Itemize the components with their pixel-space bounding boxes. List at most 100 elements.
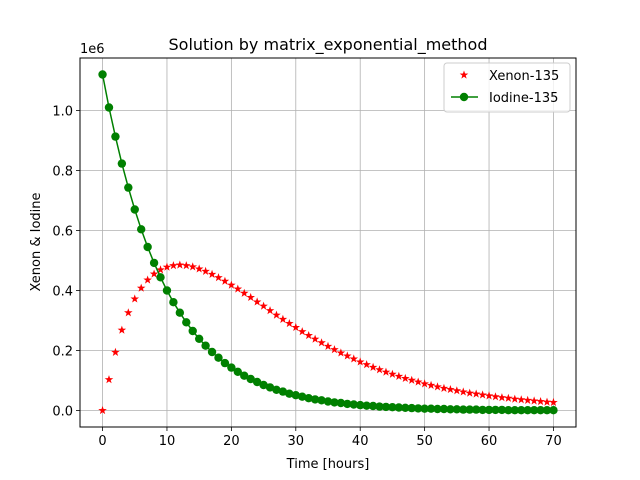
data-point [471,405,481,414]
data-point [207,269,217,278]
y-tick-label: 0.8 [52,165,73,180]
data-point [465,388,474,397]
data-point [504,406,513,415]
data-point [368,401,378,411]
data-point [388,403,397,412]
data-point [491,392,500,401]
data-point [259,301,268,310]
data-point [169,261,178,270]
data-point [323,397,333,406]
data-point [272,310,281,319]
data-point [330,345,339,354]
y-tick-label: 0.2 [52,345,73,360]
data-point [497,393,507,402]
data-point [323,341,333,350]
data-point [497,405,507,415]
data-point [201,341,210,350]
data-point [407,375,417,384]
plot-frame [79,57,577,428]
data-point [420,404,429,413]
data-point [542,397,552,406]
legend-label-xenon-135: Xenon-135 [489,69,559,84]
series-xenon-135 [98,260,558,415]
data-point [317,338,326,347]
data-point [355,357,365,366]
data-point [356,400,365,410]
data-point [291,391,300,400]
data-point [130,205,139,214]
chart-title: Solution by matrix_exponential_method [169,35,488,55]
data-point [446,385,455,394]
data-point [310,334,320,343]
x-axis-ticks: 0 10 20 30 40 50 60 70 [98,427,562,449]
x-tick-label: 70 [545,434,562,449]
data-point [310,395,320,404]
data-point [523,406,532,415]
data-point [227,363,236,372]
y-axis-label: Xenon & Iodine [29,192,44,291]
data-point [542,406,552,415]
data-point [491,405,500,415]
data-point [452,405,462,414]
data-point [439,383,449,392]
data-point [446,405,455,414]
x-tick-label: 30 [288,434,305,449]
data-point [529,396,539,405]
series-line-iodine-135 [101,74,554,411]
data-point [504,393,513,402]
data-point [394,371,404,380]
data-point [233,284,243,293]
data-point [149,269,159,278]
data-point [194,334,204,343]
data-point [381,402,391,412]
data-point [156,265,165,274]
x-tick-label: 50 [416,434,433,449]
data-point [111,132,120,141]
data-point [433,382,442,391]
x-tick-label: 20 [223,434,240,449]
data-point [375,402,384,411]
data-point [265,306,275,315]
data-point [517,406,526,415]
data-point [343,351,352,360]
data-point [175,308,185,317]
x-tick-label: 10 [159,434,176,449]
y-tick-label: 0.6 [52,225,73,240]
data-point [478,390,487,399]
legend-circle-marker [459,92,469,102]
data-point [362,360,371,369]
plot-series [98,70,558,415]
data-point [252,377,262,387]
data-point [117,159,127,168]
data-point [246,374,255,384]
y-axis-offset-label: 1e6 [80,42,105,57]
data-point [220,358,230,368]
data-point [484,405,494,415]
data-point [169,298,178,307]
data-point [220,276,230,285]
data-point [394,403,404,412]
data-point [117,325,127,334]
data-point [188,326,197,336]
data-point [343,399,352,409]
data-point [458,387,468,396]
data-point [285,319,294,328]
data-point [401,373,410,383]
data-point [175,260,185,269]
data-point [330,398,339,407]
data-point [478,405,487,415]
data-point [278,387,288,396]
data-point [471,389,481,398]
data-point [162,286,172,295]
data-point [265,383,275,392]
data-point [304,394,313,403]
data-point [297,327,307,336]
data-point [349,354,359,363]
legend-label-iodine-135: Iodine-135 [489,91,558,106]
data-point [143,242,152,252]
data-point [233,367,243,376]
x-axis-label: Time [hours] [286,457,370,472]
data-point [413,377,423,386]
legend-marker-xenon-135 [459,70,469,79]
data-point [98,70,107,79]
